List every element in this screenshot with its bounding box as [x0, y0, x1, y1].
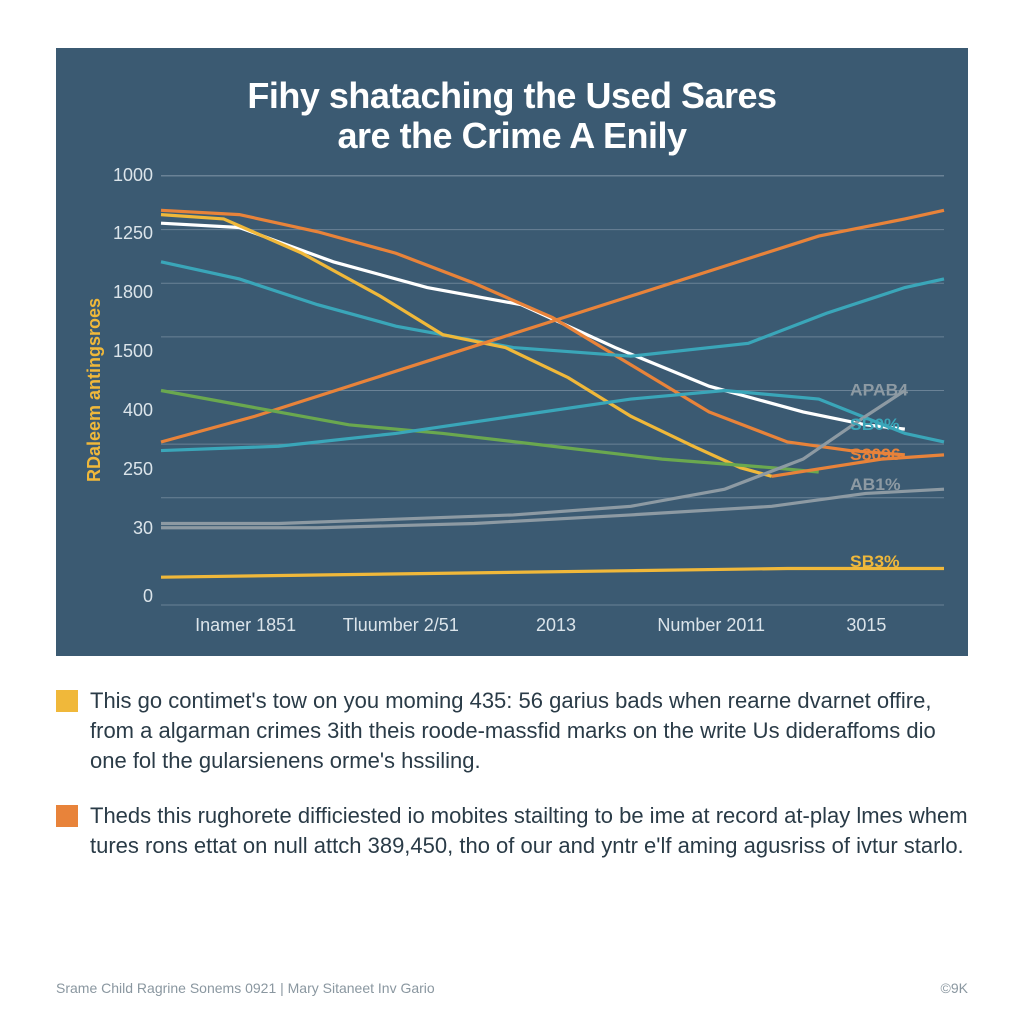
chart-panel: Fihy shataching the Used Sares are the C…	[56, 48, 968, 656]
y-tick: 400	[105, 401, 153, 419]
chart-title-line2: are the Crime A Enily	[338, 115, 687, 156]
plot-area: APAB4 SB0% S8096 AB1% SB3%	[161, 175, 944, 605]
x-tick: Inamer 1851	[168, 615, 323, 636]
description-item: Theds this rughorete difficiested io mob…	[56, 801, 968, 862]
description-block: This go contimet's tow on you moming 435…	[56, 686, 968, 886]
y-tick: 1500	[105, 342, 153, 360]
plot-svg: APAB4 SB0% S8096 AB1% SB3%	[161, 176, 944, 605]
series-label: SB0%	[850, 414, 900, 434]
chart-title: Fihy shataching the Used Sares are the C…	[122, 76, 902, 157]
series-orange-b	[161, 210, 944, 442]
y-tick: 1250	[105, 224, 153, 242]
plot-wrap: RDaleem antingsroes 10001250180015004002…	[80, 175, 944, 605]
y-tick: 1000	[105, 166, 153, 184]
y-axis-label: RDaleem antingsroes	[80, 175, 105, 605]
x-tick: Tluumber 2/51	[323, 615, 478, 636]
footer: Srame Child Ragrine Sonems 0921 | Mary S…	[56, 980, 968, 996]
y-tick: 1800	[105, 283, 153, 301]
chart-title-line1: Fihy shataching the Used Sares	[247, 75, 776, 116]
x-tick: 2013	[478, 615, 633, 636]
footer-source: Srame Child Ragrine Sonems 0921 | Mary S…	[56, 980, 435, 996]
y-axis-ticks: 1000125018001500400250300	[105, 175, 161, 605]
series-label: S8096	[850, 444, 901, 464]
x-axis-ticks: Inamer 1851Tluumber 2/512013Number 20113…	[168, 615, 944, 636]
series-yellow-b	[161, 568, 944, 577]
description-text: Theds this rughorete difficiested io mob…	[90, 801, 968, 862]
series-teal-a	[161, 261, 944, 355]
x-tick: 3015	[789, 615, 944, 636]
x-tick: Number 2011	[634, 615, 789, 636]
y-tick: 250	[105, 460, 153, 478]
legend-swatch	[56, 805, 78, 827]
series-orange-a	[161, 210, 905, 455]
series-label: SB3%	[850, 551, 900, 571]
footer-copyright: ©9K	[941, 980, 968, 996]
y-tick: 30	[105, 519, 153, 537]
series-label: APAB4	[850, 379, 908, 399]
y-tick: 0	[105, 587, 153, 605]
series-label: AB1%	[850, 474, 901, 494]
description-item: This go contimet's tow on you moming 435…	[56, 686, 968, 777]
description-text: This go contimet's tow on you moming 435…	[90, 686, 968, 777]
legend-swatch	[56, 690, 78, 712]
